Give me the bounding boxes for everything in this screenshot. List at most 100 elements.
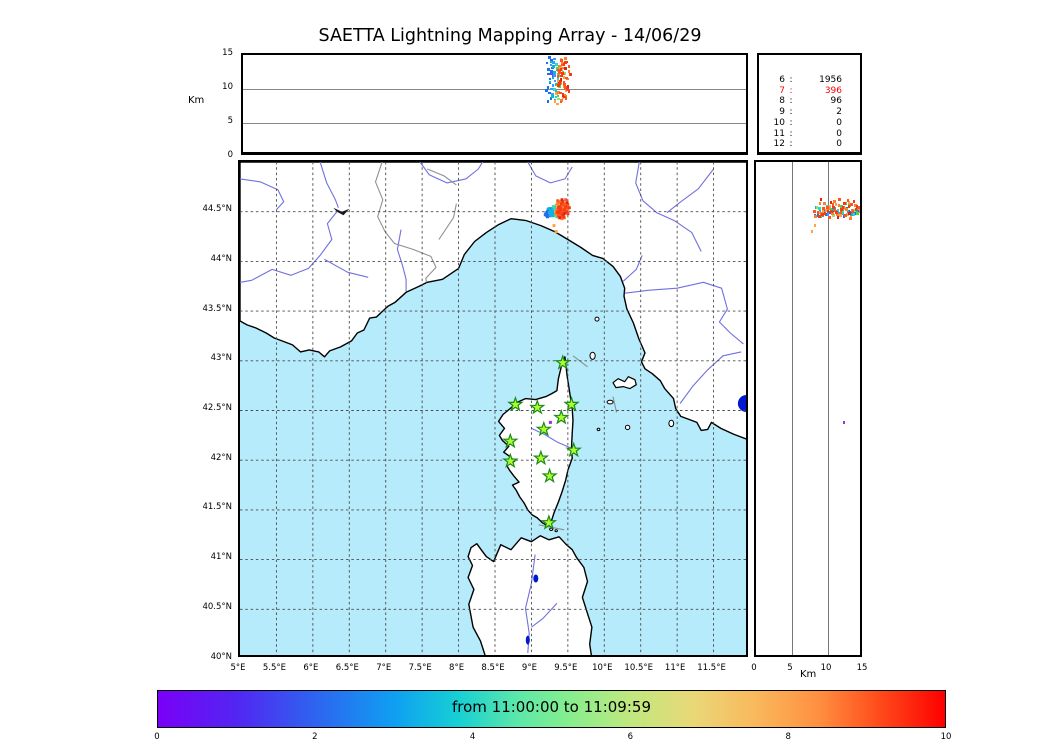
lightning-point xyxy=(562,215,565,219)
lightning-point xyxy=(556,75,560,79)
lightning-point xyxy=(837,204,841,208)
lightning-point xyxy=(556,199,560,203)
lightning-point xyxy=(550,70,553,73)
tick-label: 8°E xyxy=(449,663,465,673)
lightning-point xyxy=(559,78,563,81)
lightning-point xyxy=(561,72,564,75)
lightning-point xyxy=(547,67,550,71)
lightning-point xyxy=(820,213,824,216)
lightning-point xyxy=(818,207,821,210)
lightning-point xyxy=(562,208,566,212)
right-panel-xlabel: Km xyxy=(800,669,817,680)
tick-label: 10 xyxy=(940,732,952,742)
tick-label: 40.5°N xyxy=(202,601,232,612)
lightning-point xyxy=(856,206,860,210)
lightning-point xyxy=(821,210,825,213)
lightning-point xyxy=(550,93,554,96)
station-star xyxy=(535,420,553,437)
lightning-point xyxy=(828,216,831,219)
lightning-point xyxy=(564,61,567,64)
lightning-point xyxy=(556,83,559,87)
station-star xyxy=(553,408,570,425)
lightning-point xyxy=(555,63,558,66)
station-star xyxy=(563,395,580,412)
lightning-point xyxy=(566,208,570,212)
lightning-point xyxy=(833,209,837,212)
lightning-point xyxy=(856,210,860,213)
top-panel-ylabel: Km xyxy=(188,95,205,106)
lightning-point xyxy=(560,217,564,221)
tick-label: 44°N xyxy=(210,253,232,264)
tick-label: 0 xyxy=(154,732,160,742)
lightning-point xyxy=(564,210,568,214)
lightning-point xyxy=(556,206,560,210)
lightning-point xyxy=(826,210,830,213)
lightning-point xyxy=(854,208,858,211)
source-count-row: 11:0 xyxy=(773,128,842,139)
lake-bolsena xyxy=(737,395,746,412)
lightning-point xyxy=(553,79,557,83)
lightning-point xyxy=(549,97,553,100)
lightning-point xyxy=(859,210,860,213)
station-star xyxy=(565,441,582,458)
lightning-point xyxy=(836,209,840,212)
lightning-point xyxy=(562,63,566,66)
lightning-point xyxy=(836,216,840,219)
lightning-point xyxy=(838,198,841,202)
lightning-point xyxy=(823,202,826,206)
lightning-point xyxy=(555,92,558,96)
lightning-point xyxy=(558,216,562,220)
lightning-point xyxy=(843,202,846,206)
lightning-point xyxy=(564,89,568,93)
lightning-point xyxy=(829,201,833,205)
lightning-point xyxy=(549,63,553,67)
lightning-point xyxy=(550,66,554,70)
lightning-point xyxy=(567,90,571,93)
lightning-point xyxy=(810,230,814,233)
tick-label: 41.5°N xyxy=(202,502,232,513)
lightning-point xyxy=(553,99,557,103)
lightning-point xyxy=(560,59,563,62)
lightning-point xyxy=(843,214,847,217)
lightning-point xyxy=(545,61,549,65)
lightning-point xyxy=(824,209,828,212)
lightning-point xyxy=(849,217,852,220)
lightning-point xyxy=(561,66,565,70)
lightning-point xyxy=(830,210,833,213)
lightning-point xyxy=(825,213,828,216)
lightning-point xyxy=(826,213,830,216)
lightning-point xyxy=(559,202,563,206)
lightning-point xyxy=(557,211,561,215)
tick-label: 15 xyxy=(222,47,233,58)
lightning-point xyxy=(552,61,555,64)
lightning-point xyxy=(556,214,560,218)
lightning-point xyxy=(813,210,816,213)
lightning-point xyxy=(551,205,555,209)
lightning-point xyxy=(818,210,822,213)
lightning-point xyxy=(569,73,572,76)
lightning-point xyxy=(842,215,846,218)
station-star xyxy=(540,514,558,530)
lightning-point xyxy=(564,67,567,70)
mainland-coast xyxy=(240,162,746,440)
source-counts-panel xyxy=(757,53,862,155)
tick-label: 6 xyxy=(627,732,634,742)
lightning-point xyxy=(823,212,827,215)
lightning-point xyxy=(833,207,837,210)
lightning-point xyxy=(818,215,821,218)
altitude-gridline xyxy=(243,89,746,90)
tick-label: 43.5°N xyxy=(202,303,232,314)
lightning-point xyxy=(556,68,559,72)
lightning-point xyxy=(835,211,838,214)
station-star xyxy=(554,354,571,370)
map-panel xyxy=(238,160,748,657)
lightning-point xyxy=(565,201,569,205)
lightning-point xyxy=(556,80,560,83)
lightning-point xyxy=(566,212,570,216)
lightning-point xyxy=(816,211,820,214)
lightning-point xyxy=(856,212,859,215)
map-grid xyxy=(240,162,746,655)
lightning-point xyxy=(548,91,551,95)
lightning-point xyxy=(846,210,850,213)
lightning-point xyxy=(564,95,568,98)
